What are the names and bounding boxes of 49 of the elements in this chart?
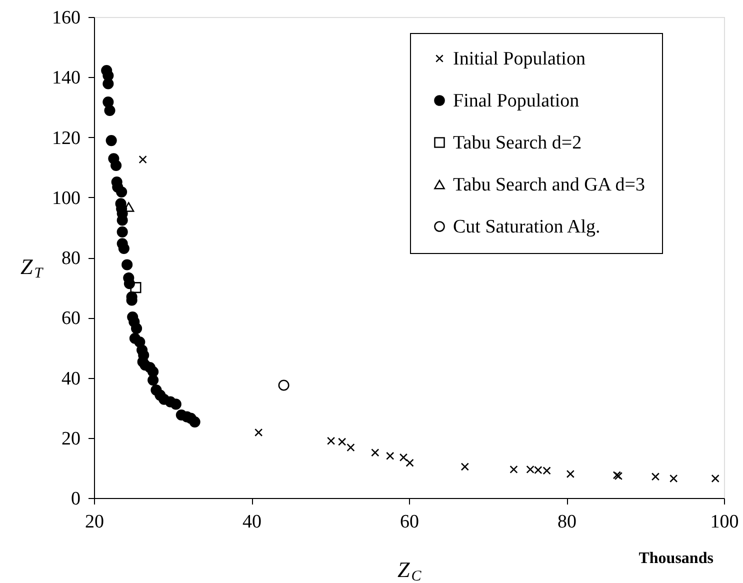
point <box>110 160 122 172</box>
y-tick-label: 0 <box>71 488 80 510</box>
point <box>116 226 128 238</box>
point <box>711 474 720 483</box>
point <box>510 465 518 474</box>
y-tick-label: 120 <box>52 128 80 149</box>
point <box>170 398 182 410</box>
point <box>148 374 159 386</box>
point <box>460 462 469 471</box>
point <box>122 259 133 270</box>
point <box>566 470 574 478</box>
point <box>118 242 130 254</box>
y-tick-label: 100 <box>52 188 80 209</box>
point <box>399 453 408 462</box>
x-tick-label: 20 <box>85 512 104 532</box>
point <box>131 322 142 334</box>
point <box>102 78 114 90</box>
point <box>254 428 263 437</box>
x-tick-label: 100 <box>710 512 739 532</box>
text: Thousands <box>638 550 714 567</box>
y-tick-label: 40 <box>62 368 80 390</box>
point <box>670 474 678 483</box>
point <box>189 416 200 428</box>
point <box>406 458 414 467</box>
legend-label: Cut Saturation Alg. <box>453 216 600 238</box>
x-tick-label: 60 <box>400 512 419 532</box>
y-tick-label: 160 <box>52 8 80 28</box>
y-tick-label: 140 <box>52 68 80 89</box>
legend-label: Final Population <box>453 90 580 112</box>
y-tick-label: 60 <box>62 308 80 330</box>
point <box>104 104 116 116</box>
x-tick-label: 40 <box>242 512 262 532</box>
point <box>116 186 128 198</box>
point <box>338 438 346 446</box>
point <box>326 436 336 445</box>
point <box>651 472 660 481</box>
legend-label: Tabu Search d=2 <box>453 132 582 154</box>
x-tick-label: 80 <box>558 512 576 532</box>
y-tick-label: 20 <box>62 428 80 450</box>
point <box>346 443 355 452</box>
legend-label: Initial Population <box>453 48 586 70</box>
point <box>130 282 142 294</box>
legend-label: Tabu Search and GA d=3 <box>453 174 645 196</box>
point <box>106 135 117 146</box>
point <box>371 448 380 457</box>
y-tick-label: 80 <box>62 248 80 269</box>
point <box>278 380 290 391</box>
point <box>386 452 394 460</box>
point <box>138 155 147 164</box>
